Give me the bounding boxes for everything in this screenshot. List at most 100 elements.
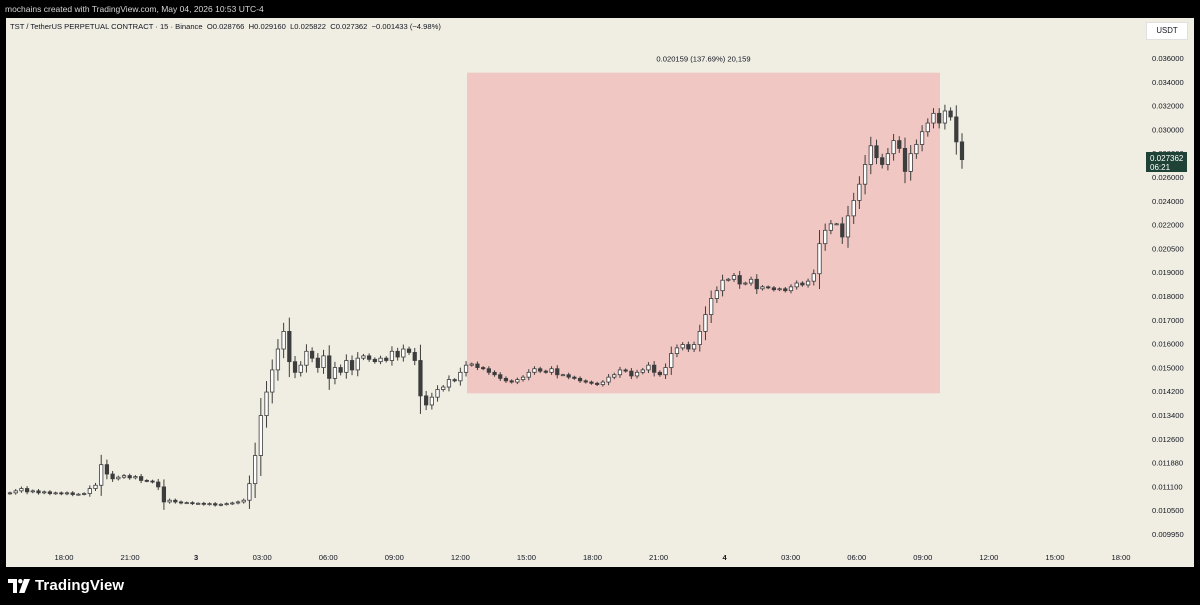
candle xyxy=(874,145,879,159)
candle xyxy=(93,484,98,489)
candle xyxy=(281,331,286,350)
candle xyxy=(463,364,469,373)
candle xyxy=(150,480,155,483)
candle xyxy=(743,282,748,285)
candle xyxy=(156,481,161,488)
time-tick-label: 06:00 xyxy=(319,553,338,562)
candle xyxy=(925,122,930,133)
candle xyxy=(766,286,771,289)
candle xyxy=(526,371,531,378)
candle xyxy=(823,229,828,245)
candle xyxy=(959,141,965,160)
candle xyxy=(726,278,731,281)
candle xyxy=(42,491,47,494)
candle xyxy=(937,112,942,124)
candle xyxy=(207,503,212,506)
candle xyxy=(954,116,959,143)
candle xyxy=(811,273,816,282)
candle xyxy=(595,382,600,385)
price-tick-label: 0.018000 xyxy=(1152,292,1184,301)
candle xyxy=(834,223,839,226)
candle xyxy=(418,360,423,397)
symbol-title[interactable]: TST / TetherUS PERPETUAL CONTRACT · 15 ·… xyxy=(10,22,203,31)
price-axis: 0.0360000.0340000.0320000.0300000.028000… xyxy=(1152,54,1184,539)
candle xyxy=(914,144,919,155)
candle xyxy=(264,391,269,417)
candle xyxy=(617,369,623,376)
chart-caption: mochains created with TradingView.com, M… xyxy=(0,0,1200,18)
candle xyxy=(760,286,765,290)
candle xyxy=(891,140,896,155)
time-tick-label: 09:00 xyxy=(913,553,932,562)
candle xyxy=(287,331,292,363)
candle xyxy=(629,370,634,377)
candle xyxy=(623,369,628,372)
time-tick-label: 18:00 xyxy=(583,553,602,562)
candle xyxy=(361,355,366,359)
candle xyxy=(167,499,172,503)
candle xyxy=(680,344,685,349)
candle xyxy=(805,280,811,286)
candle xyxy=(783,288,788,292)
candle xyxy=(144,480,149,482)
candle xyxy=(492,371,497,376)
candle xyxy=(99,464,104,486)
candle xyxy=(87,488,92,494)
candle xyxy=(481,367,486,370)
price-range-measure[interactable] xyxy=(467,72,940,394)
candle xyxy=(555,368,560,376)
price-tick-label: 0.016000 xyxy=(1152,340,1184,349)
candle xyxy=(446,379,452,388)
time-tick-label: 15:00 xyxy=(517,553,536,562)
candle xyxy=(634,371,640,377)
chart-pane[interactable]: 0.020159 (137.69%) 20,159 0.036000 0.0340… xyxy=(6,18,1194,567)
price-tick-label: 0.009950 xyxy=(1152,530,1184,539)
candle xyxy=(47,491,53,494)
candlestick-chart[interactable]: 0.020159 (137.69%) 20,159 0.036000 0.0340… xyxy=(6,18,1194,567)
candle xyxy=(127,475,132,479)
last-price-tag: 0.027362 06:21 xyxy=(1146,152,1187,172)
candle xyxy=(355,357,360,371)
candle xyxy=(349,360,355,371)
time-tick-label: 18:00 xyxy=(1111,553,1130,562)
tradingview-logo[interactable]: TradingView xyxy=(8,577,124,594)
candle xyxy=(19,488,24,492)
currency-button[interactable]: USDT xyxy=(1146,22,1188,40)
candle xyxy=(253,455,258,485)
candle xyxy=(469,363,474,366)
candle xyxy=(395,350,400,358)
open-value: 0.028766 xyxy=(212,22,245,31)
change-value: −0.001433 (−4.98%) xyxy=(371,22,441,31)
candle xyxy=(897,140,902,149)
candle xyxy=(332,367,338,379)
candle xyxy=(298,364,303,373)
candle xyxy=(520,376,526,380)
candle xyxy=(389,350,395,361)
candle xyxy=(412,352,417,361)
price-tick-label: 0.024000 xyxy=(1152,197,1184,206)
candle xyxy=(788,286,794,292)
candle xyxy=(908,153,913,172)
brand-name: TradingView xyxy=(35,577,125,594)
candle xyxy=(196,502,201,505)
time-tick-label: 03:00 xyxy=(781,553,800,562)
candle xyxy=(13,490,18,494)
candle xyxy=(304,350,309,366)
candle xyxy=(686,344,691,350)
candle xyxy=(703,314,708,332)
candle xyxy=(538,368,543,372)
candle xyxy=(81,493,87,495)
candle xyxy=(59,492,64,495)
time-tick-label: 12:00 xyxy=(451,553,470,562)
candle xyxy=(697,331,702,345)
time-tick-label: 03:00 xyxy=(253,553,272,562)
candle xyxy=(577,377,583,382)
candle xyxy=(338,367,343,373)
candle xyxy=(572,376,577,379)
candle xyxy=(817,243,822,275)
candle xyxy=(503,377,509,382)
candle xyxy=(230,502,235,505)
close-value: 0.027362 xyxy=(335,22,368,31)
candle xyxy=(948,110,953,118)
candle xyxy=(498,374,503,379)
